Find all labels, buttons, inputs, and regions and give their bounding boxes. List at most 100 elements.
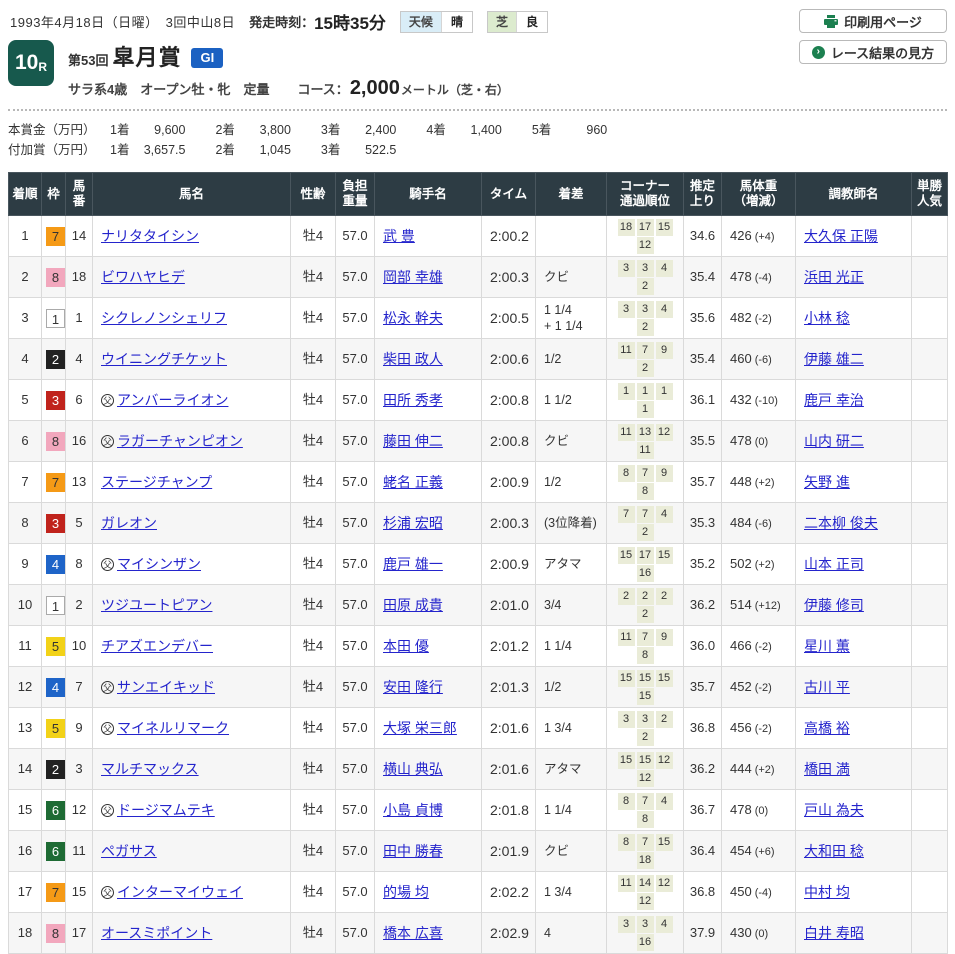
- cell-corners: 8 7 98: [606, 461, 684, 503]
- trainer-link[interactable]: 古川 平: [804, 678, 850, 695]
- horse-link[interactable]: ラガーチャンピオン: [117, 433, 243, 449]
- frame-badge: 1: [46, 595, 65, 615]
- cell-corners: 11 14 1212: [606, 871, 684, 913]
- horse-link[interactable]: ナリタタイシン: [101, 228, 199, 244]
- cell-corners: 15 15 1212: [606, 748, 684, 790]
- cell-horse-number: 10: [65, 625, 93, 667]
- corner-position: 2: [636, 278, 654, 295]
- cell-popularity: [911, 830, 948, 872]
- trainer-link[interactable]: 伊藤 雄二: [804, 350, 864, 367]
- horse-link[interactable]: アンバーライオン: [117, 392, 229, 408]
- cell-trainer: 大久保 正陽: [795, 215, 912, 257]
- trainer-link[interactable]: 伊藤 修司: [804, 596, 864, 613]
- jockey-link[interactable]: 杉浦 宏昭: [383, 514, 443, 531]
- horse-link[interactable]: インターマイウェイ: [117, 884, 243, 900]
- trainer-link[interactable]: 大和田 稔: [804, 842, 864, 859]
- cell-corners: 3 3 42: [606, 256, 684, 298]
- horse-link[interactable]: マイシンザン: [117, 556, 201, 572]
- jockey-link[interactable]: 的場 均: [383, 883, 429, 900]
- trainer-link[interactable]: 橋田 満: [804, 760, 850, 777]
- jockey-link[interactable]: 岡部 幸雄: [383, 268, 443, 285]
- table-row: 5 3 6 父アンバーライオン 牡4 57.0 田所 秀孝 2:00.8 1 1…: [8, 379, 948, 421]
- cell-horse-name: ナリタタイシン: [92, 215, 291, 257]
- horse-link[interactable]: ペガサス: [101, 843, 157, 859]
- print-page-button[interactable]: 印刷用ページ: [799, 9, 947, 33]
- cell-horse-number: 5: [65, 502, 93, 544]
- jockey-link[interactable]: 藤田 伸二: [383, 432, 443, 449]
- jockey-link[interactable]: 田原 成貴: [383, 596, 443, 613]
- jockey-link[interactable]: 蛯名 正義: [383, 473, 443, 490]
- column-header: 調教師名: [795, 172, 912, 216]
- horse-link[interactable]: ウイニングチケット: [101, 351, 227, 367]
- cell-jockey: 藤田 伸二: [374, 420, 482, 462]
- jockey-link[interactable]: 松永 幹夫: [383, 309, 443, 326]
- horse-link[interactable]: シクレノンシェリフ: [101, 310, 227, 326]
- cell-trainer: 星川 薫: [795, 625, 912, 667]
- trainer-link[interactable]: 中村 均: [804, 883, 850, 900]
- cell-horse-name: ビワハヤヒデ: [92, 256, 291, 298]
- cell-position: 10: [8, 584, 42, 626]
- corner-position: 4: [655, 793, 673, 810]
- jockey-link[interactable]: 大塚 栄三郎: [383, 719, 457, 736]
- print-page-label: 印刷用ページ: [844, 14, 922, 30]
- cell-horse-name: ガレオン: [92, 502, 291, 544]
- jockey-link[interactable]: 田中 勝春: [383, 842, 443, 859]
- corner-position: 9: [655, 465, 673, 482]
- horse-link[interactable]: ガレオン: [101, 515, 157, 531]
- corner-position: 3: [617, 301, 635, 318]
- trainer-link[interactable]: 鹿戸 幸治: [804, 391, 864, 408]
- horse-link[interactable]: ドージマムテキ: [117, 802, 215, 818]
- frame-badge: 2: [46, 759, 65, 779]
- results-guide-button[interactable]: › レース結果の見方: [799, 40, 947, 64]
- horse-link[interactable]: ステージチャンプ: [101, 474, 213, 490]
- trainer-link[interactable]: 小林 稔: [804, 309, 850, 326]
- trainer-link[interactable]: 白井 寿昭: [804, 924, 864, 941]
- cell-frame: 4: [41, 666, 66, 708]
- start-time-value: 15時35分: [314, 14, 386, 33]
- trainer-link[interactable]: 矢野 進: [804, 473, 850, 490]
- trainer-link[interactable]: 高橋 裕: [804, 719, 850, 736]
- track-label: 芝: [487, 11, 516, 32]
- cell-frame: 6: [41, 789, 66, 831]
- jockey-link[interactable]: 武 豊: [383, 227, 415, 244]
- horse-link[interactable]: サンエイキッド: [117, 679, 215, 695]
- cell-last3f: 36.2: [683, 748, 722, 790]
- trainer-link[interactable]: 大久保 正陽: [804, 227, 878, 244]
- horse-link[interactable]: ツジユートピアン: [101, 597, 213, 613]
- trainer-link[interactable]: 浜田 光正: [804, 268, 864, 285]
- jockey-link[interactable]: 本田 優: [383, 637, 429, 654]
- corner-position: 4: [655, 916, 673, 933]
- results-table: 着順枠馬 番馬名 性齢 負担 重量 騎手名 タイム 着差 コーナー 通過順位 推定 上り 馬体重…: [8, 172, 948, 954]
- horse-link[interactable]: オースミポイント: [101, 925, 213, 941]
- cell-weight: 57.0: [335, 748, 375, 790]
- cell-trainer: 高橋 裕: [795, 707, 912, 749]
- jockey-link[interactable]: 横山 典弘: [383, 760, 443, 777]
- trainer-link[interactable]: 星川 薫: [804, 637, 850, 654]
- horse-link[interactable]: マルチマックス: [101, 761, 199, 777]
- jockey-link[interactable]: 柴田 政人: [383, 350, 443, 367]
- cell-weight: 57.0: [335, 789, 375, 831]
- cell-sex-age: 牡4: [290, 543, 336, 585]
- cell-last3f: 36.8: [683, 871, 722, 913]
- corner-list: 15 15 1515: [617, 669, 674, 705]
- trainer-link[interactable]: 山本 正司: [804, 555, 864, 572]
- jockey-link[interactable]: 安田 隆行: [383, 678, 443, 695]
- cell-sex-age: 牡4: [290, 748, 336, 790]
- horse-link[interactable]: チアズエンデバー: [101, 638, 213, 654]
- jockey-link[interactable]: 小島 貞博: [383, 801, 443, 818]
- jockey-link[interactable]: 田所 秀孝: [383, 391, 443, 408]
- column-header: 馬 番: [65, 172, 93, 216]
- dotted-separator: [8, 109, 947, 111]
- horse-link[interactable]: ビワハヤヒデ: [101, 269, 185, 285]
- corner-position: 3: [636, 260, 654, 277]
- jockey-link[interactable]: 橋本 広喜: [383, 924, 443, 941]
- trainer-link[interactable]: 戸山 為夫: [804, 801, 864, 818]
- cell-last3f: 35.7: [683, 461, 722, 503]
- horse-link[interactable]: マイネルリマーク: [117, 720, 229, 736]
- corner-list: 3 3 416: [617, 915, 674, 951]
- trainer-link[interactable]: 山内 研二: [804, 432, 864, 449]
- trainer-link[interactable]: 二本柳 俊夫: [804, 514, 878, 531]
- jockey-link[interactable]: 鹿戸 雄一: [383, 555, 443, 572]
- cell-horse-name: 父マイシンザン: [92, 543, 291, 585]
